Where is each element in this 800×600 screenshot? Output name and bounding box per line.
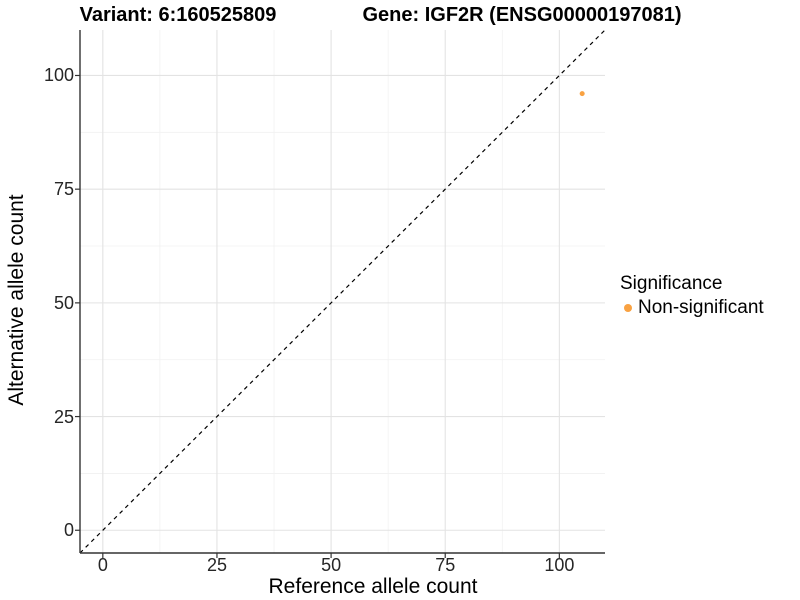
plot-title-variant: Variant: 6:160525809 (79, 4, 277, 26)
x-tick-label: 100 (544, 555, 575, 575)
plot-panel: 0 25 50 75 100 0 25 50 75 100 (44, 29, 606, 575)
legend-title: Significance (620, 273, 723, 294)
y-tick-label: 50 (53, 292, 74, 313)
y-tick-label: 100 (43, 65, 74, 86)
legend-point-icon (624, 304, 632, 312)
plot-canvas (75, 29, 606, 558)
legend-item-non-significant: Non-significant (620, 297, 764, 319)
y-tick-label: 75 (53, 179, 74, 200)
y-tick-label: 0 (63, 520, 74, 541)
legend-item-label: Non-significant (638, 297, 764, 318)
y-tick-label: 25 (53, 406, 74, 427)
plot-title-gene: Gene: IGF2R (ENSG00000197081) (362, 4, 682, 26)
x-tick-label: 75 (435, 555, 456, 575)
data-point (579, 91, 585, 97)
x-axis-title: Reference allele count (268, 575, 478, 598)
identity-reference-line (79, 29, 606, 554)
x-tick-label: 25 (206, 555, 227, 575)
x-tick-label: 0 (97, 555, 108, 575)
x-tick-label: 50 (321, 555, 342, 575)
legend: Significance Non-significant (620, 273, 764, 319)
